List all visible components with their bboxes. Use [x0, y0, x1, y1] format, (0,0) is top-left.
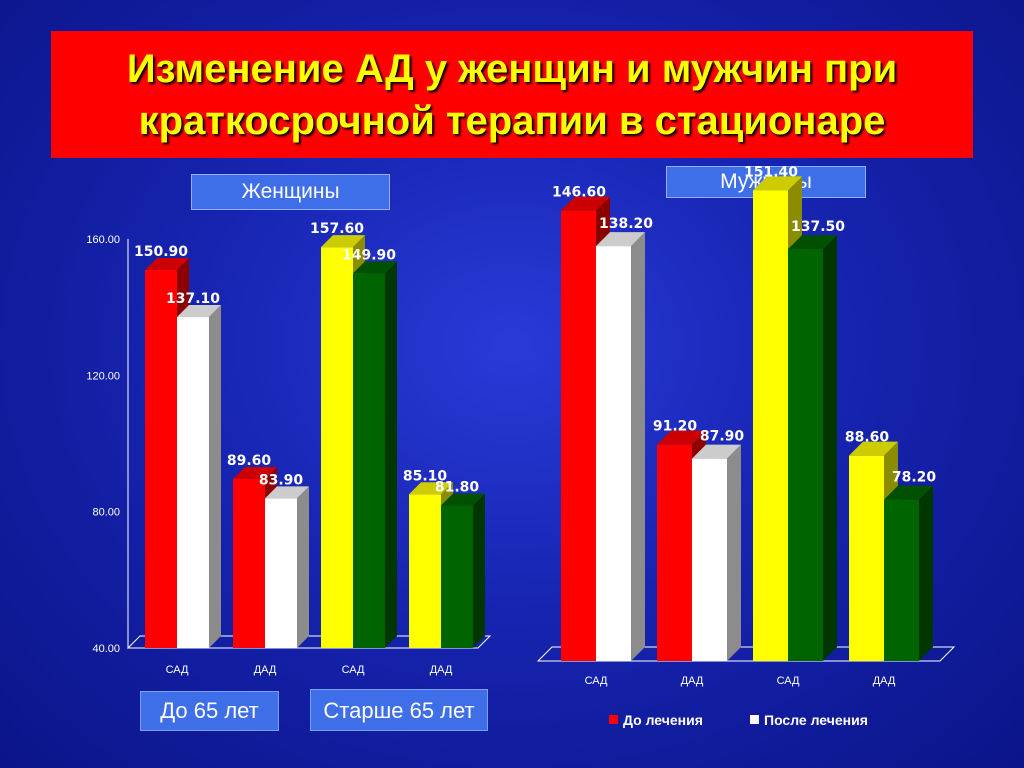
y-tick-label: 120.00	[86, 370, 120, 382]
bar-after-1-side	[727, 444, 741, 661]
bar-before-0-front	[561, 210, 596, 662]
bar-after-0-side	[209, 305, 221, 648]
bar-before-3-top	[849, 441, 898, 456]
bar-after-3-top	[441, 493, 485, 506]
value-label-before-0: 150.90	[134, 244, 188, 260]
bar-after-3-front	[441, 505, 473, 648]
value-label-before-3: 88.60	[845, 430, 890, 446]
bar-after-3	[441, 493, 485, 648]
bar-after-0-front	[177, 317, 209, 648]
bar-before-1-top	[657, 430, 706, 445]
bar-after-0-top	[596, 232, 645, 247]
bar-after-1	[692, 444, 741, 661]
bar-before-2-front	[321, 247, 353, 648]
bar-before-3-top	[409, 482, 453, 495]
value-label-before-3: 85.10	[403, 468, 448, 484]
bar-after-1-side	[297, 486, 309, 648]
chart-legend: До лечения После лечения	[609, 712, 868, 728]
bar-after-1-front	[265, 498, 297, 648]
bar-after-0-side	[631, 232, 645, 662]
bar-after-1	[265, 486, 309, 648]
over-65-label: Старше 65 лет	[310, 689, 488, 731]
value-label-before-0: 146.60	[552, 185, 606, 201]
bar-after-3-top	[884, 485, 933, 500]
bar-before-1-top	[233, 466, 277, 479]
women-panel-label: Женщины	[191, 174, 390, 210]
value-label-after-3: 78.20	[892, 470, 937, 486]
bar-before-2-top	[321, 235, 365, 248]
bar-after-2	[788, 235, 837, 661]
bar-after-3-side	[919, 485, 933, 661]
bar-before-0-top	[145, 258, 189, 271]
bar-after-2-side	[385, 261, 397, 648]
bar-before-3-front	[409, 494, 441, 648]
bar-after-1-top	[692, 444, 741, 459]
y-tick-label: 160.00	[86, 234, 120, 246]
category-label-1: ДАД	[681, 675, 704, 687]
bar-after-2-top	[353, 261, 397, 274]
value-label-after-1: 87.90	[700, 429, 745, 445]
bar-before-3-front	[849, 455, 884, 661]
value-label-before-1: 89.60	[227, 453, 272, 469]
legend-swatch-before	[609, 715, 618, 724]
bar-after-0	[596, 232, 645, 662]
value-label-after-3: 81.80	[435, 480, 480, 496]
bar-before-1-front	[657, 444, 692, 661]
bar-after-0-top	[177, 305, 221, 318]
category-label-3: ДАД	[430, 664, 453, 676]
bar-before-0-top	[561, 196, 610, 211]
y-tick-label: 80.00	[92, 507, 120, 519]
value-label-before-1: 91.20	[653, 419, 698, 435]
legend-label-after: После лечения	[764, 712, 868, 728]
bar-after-2-side	[823, 235, 837, 661]
bar-before-2-top	[753, 176, 802, 191]
bar-after-2	[353, 261, 397, 648]
under-65-label: До 65 лет	[140, 691, 279, 731]
slide-title: Изменение АД у женщин и мужчин при кратк…	[126, 46, 898, 143]
title-banner: Изменение АД у женщин и мужчин при кратк…	[51, 31, 973, 158]
y-tick-label: 40.00	[92, 643, 120, 655]
category-label-2: САД	[777, 675, 800, 687]
value-label-after-1: 83.90	[259, 472, 304, 488]
legend-swatch-after	[750, 715, 759, 724]
bar-after-2-front	[353, 273, 385, 648]
value-label-before-2: 151.40	[744, 164, 798, 180]
value-label-after-2: 137.50	[791, 219, 845, 235]
category-label-3: ДАД	[873, 675, 896, 687]
bar-after-2-top	[788, 235, 837, 250]
women-chart: 40.00 80.00 120.00 160.00 150.90 137.10 САД 89.…	[86, 221, 492, 676]
category-label-2: САД	[342, 664, 365, 676]
bar-after-0-front	[596, 246, 631, 662]
bar-after-3	[884, 485, 933, 661]
bar-after-0	[177, 305, 221, 648]
value-label-after-0: 138.20	[599, 216, 653, 232]
bar-before-0-front	[145, 270, 177, 648]
category-label-0: САД	[166, 664, 189, 676]
bar-before-1-front	[233, 478, 265, 648]
bar-after-2-front	[788, 249, 823, 661]
value-label-after-2: 149.90	[342, 247, 396, 263]
bar-after-1-front	[692, 458, 727, 661]
category-label-1: ДАД	[254, 664, 277, 676]
value-label-after-0: 137.10	[166, 291, 220, 307]
category-label-0: САД	[585, 675, 608, 687]
bar-before-2-front	[753, 190, 788, 661]
value-label-before-2: 157.60	[310, 221, 364, 237]
bar-after-1-top	[265, 486, 309, 499]
bar-after-3-side	[473, 493, 485, 648]
bar-after-3-front	[884, 499, 919, 661]
legend-label-before: До лечения	[623, 712, 703, 728]
